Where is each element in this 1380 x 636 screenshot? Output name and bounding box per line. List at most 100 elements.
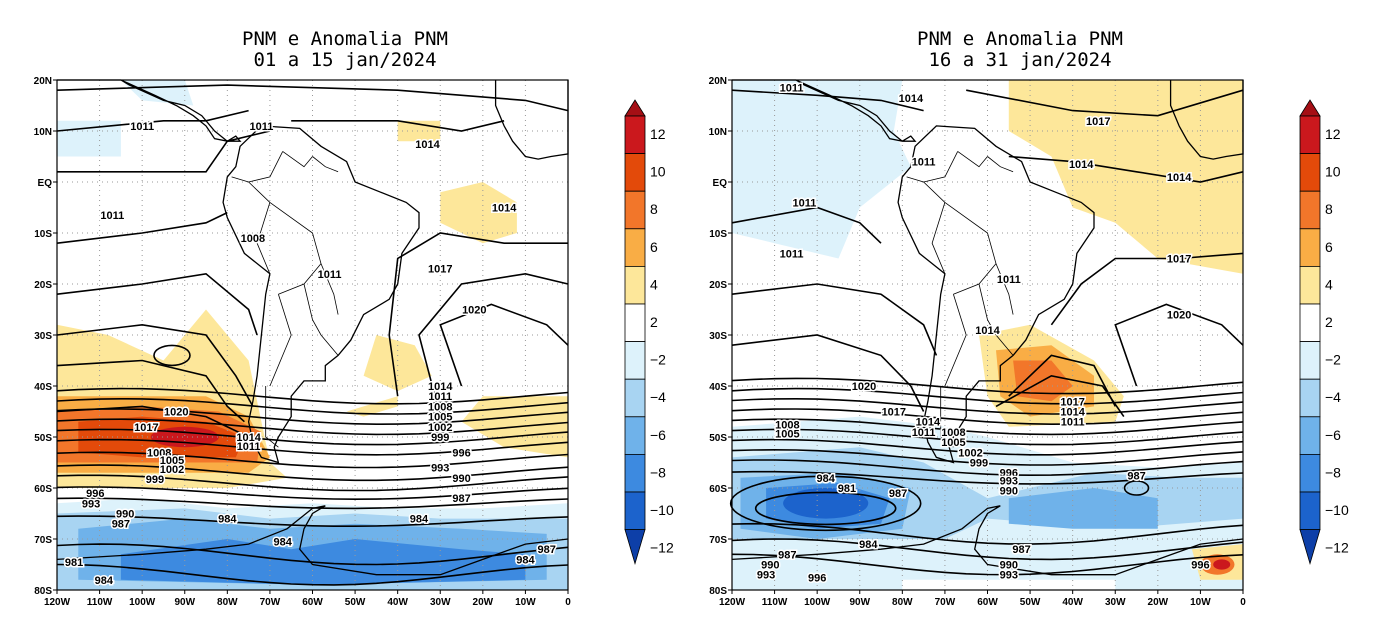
- isobar-label: 1011: [792, 197, 816, 209]
- lon-label: 20W: [1148, 597, 1169, 608]
- isobar-label: 1011: [912, 427, 936, 439]
- lon-label: 120W: [719, 597, 746, 608]
- lon-label: 90W: [849, 597, 870, 608]
- lat-label: 40S: [34, 382, 52, 393]
- lat-label: 60S: [709, 484, 727, 495]
- anomaly-neg2-pacific: [732, 80, 911, 259]
- colorbar-segment: [624, 303, 646, 342]
- colorbar-tick-label: 2: [1325, 314, 1333, 330]
- isobar-label: 993: [757, 570, 775, 582]
- country-border: [282, 151, 313, 168]
- isobar: [731, 89, 924, 112]
- isobar: [56, 323, 254, 407]
- lon-label: 60W: [977, 597, 998, 608]
- lon-label: 70W: [260, 597, 281, 608]
- country-border: [944, 202, 1014, 315]
- panel-left-title: PNM e Anomalia PNM: [242, 28, 448, 50]
- colorbar-tick-label: −10: [1325, 502, 1349, 518]
- lon-label: 100W: [804, 597, 831, 608]
- colorbar-tick-label: 10: [1325, 164, 1341, 180]
- isobar-low: [754, 491, 897, 526]
- country-border: [940, 386, 954, 448]
- central-america-coast: [732, 79, 917, 142]
- colorbar-tick-label: 2: [650, 314, 658, 330]
- lon-label: 120W: [44, 597, 71, 608]
- isobar-label: 987: [452, 493, 470, 505]
- isobar-label: 1014: [428, 381, 453, 393]
- country-border: [957, 151, 988, 168]
- panel-right: PNM e Anomalia PNM 16 a 31 jan/2024 20N 1…: [675, 0, 1365, 636]
- isobar: [56, 84, 569, 112]
- isobar: [731, 377, 1244, 395]
- isobar: [439, 303, 569, 387]
- colorbar-tick-label: −4: [1325, 389, 1341, 405]
- colorbar-tick-label: −6: [1325, 427, 1341, 443]
- isobar-label: 984: [274, 537, 293, 549]
- isobar-label: 999: [970, 458, 988, 470]
- lon-label: 10W: [1190, 597, 1211, 608]
- colorbar-segment: [1299, 341, 1321, 380]
- isobar: [1008, 354, 1117, 407]
- lat-label: EQ: [38, 178, 53, 189]
- lat-label: 80S: [709, 586, 727, 597]
- africa-coast: [494, 80, 569, 160]
- central-america-coast: [57, 79, 242, 142]
- isobar-label: 1005: [775, 428, 799, 440]
- lat-label: 20S: [709, 280, 727, 291]
- panel-left-period: 01 a 15 jan/2024: [253, 49, 437, 71]
- isobar-label: 1011: [780, 248, 804, 260]
- isobar-label: 1011: [130, 121, 154, 133]
- isobar-label: 1020: [164, 407, 188, 419]
- isobar-label: 1011: [237, 441, 261, 453]
- isobar-label: 1011: [249, 121, 273, 133]
- isobar: [731, 459, 1244, 477]
- isobar: [731, 206, 882, 244]
- isobar: [56, 428, 569, 446]
- isobar: [731, 397, 1244, 415]
- isobar: [56, 474, 569, 492]
- anomaly-pos2-eq: [440, 182, 517, 244]
- lat-label: 10N: [34, 127, 52, 138]
- lat-label: 80S: [34, 586, 52, 597]
- colorbar-segment: [624, 416, 646, 455]
- left-coastlines: [56, 79, 569, 576]
- isobar-label: 1011: [780, 83, 804, 95]
- lat-label: 50S: [34, 433, 52, 444]
- isobar-label: 1014: [975, 325, 1000, 337]
- isobar-label: 981: [65, 557, 83, 569]
- colorbar-segment: [1299, 153, 1321, 192]
- isobar: [56, 387, 569, 405]
- panel-right-period: 16 a 31 jan/2024: [928, 49, 1112, 71]
- isobar-label: 1017: [1086, 116, 1110, 128]
- isobar-label: 984: [218, 514, 237, 526]
- lon-label: 10W: [515, 597, 536, 608]
- isobar-label: 1017: [428, 264, 452, 276]
- isobar-label: 1014: [492, 203, 517, 215]
- country-border: [978, 283, 1014, 356]
- country-border: [923, 151, 959, 183]
- isobar-label: 993: [1000, 475, 1018, 487]
- colorbar-tick-label: −2: [650, 352, 666, 368]
- isobar: [731, 408, 1244, 426]
- colorbar-segment: [1299, 115, 1321, 154]
- isobar-label: 1008: [775, 419, 799, 431]
- colorbar-tick-label: −12: [1325, 540, 1349, 556]
- panel-left: PNM e Anomalia PNM 01 a 15 jan/2024 20N 1…: [34, 28, 674, 609]
- colorbar-tick-label: 10: [650, 164, 666, 180]
- isobar-label: 1008: [941, 427, 965, 439]
- right-anomaly-shading: [732, 80, 1243, 590]
- isobar-label: 1017: [1167, 254, 1191, 266]
- antarctica-coast: [56, 505, 569, 576]
- isobar: [731, 418, 1244, 436]
- isobar-label: 1008: [241, 233, 265, 245]
- isobar-label: 1011: [997, 274, 1021, 286]
- colorbar-segment: [624, 228, 646, 267]
- isobar: [966, 89, 1244, 117]
- colorbar-segment: [624, 265, 646, 305]
- anomaly-neg8: [120, 539, 526, 585]
- anomaly-pos2-atlantic: [363, 335, 432, 392]
- isobar-label: 1014: [1069, 159, 1094, 171]
- lat-label: 40S: [709, 382, 727, 393]
- isobar-label: 996: [1191, 560, 1209, 572]
- isobar: [995, 374, 1125, 418]
